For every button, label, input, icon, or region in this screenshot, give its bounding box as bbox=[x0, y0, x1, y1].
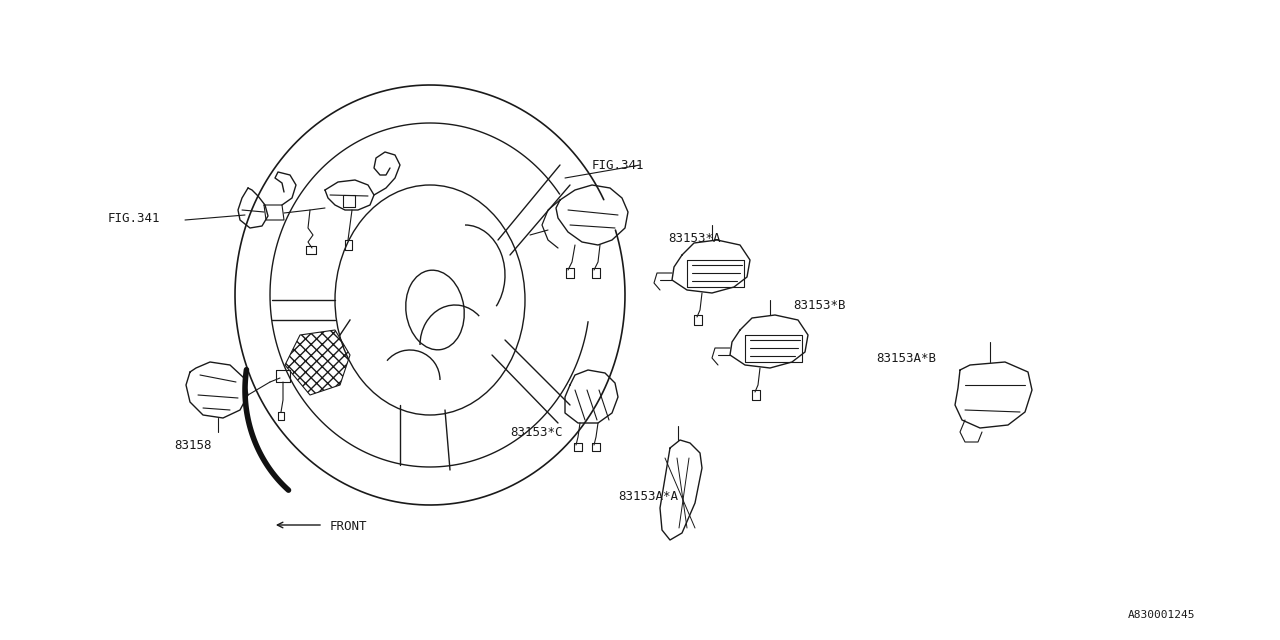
Text: 83153*B: 83153*B bbox=[794, 298, 846, 312]
Text: FIG.341: FIG.341 bbox=[108, 211, 160, 225]
Text: FRONT: FRONT bbox=[330, 520, 367, 534]
Text: 83158: 83158 bbox=[174, 438, 211, 451]
Text: 83153*C: 83153*C bbox=[509, 426, 562, 438]
Text: 83153A*B: 83153A*B bbox=[876, 351, 936, 365]
Text: 83153*A: 83153*A bbox=[668, 232, 721, 244]
Text: A830001245: A830001245 bbox=[1128, 610, 1196, 620]
Text: FIG.341: FIG.341 bbox=[593, 159, 645, 172]
Text: 83153A*A: 83153A*A bbox=[618, 490, 678, 502]
